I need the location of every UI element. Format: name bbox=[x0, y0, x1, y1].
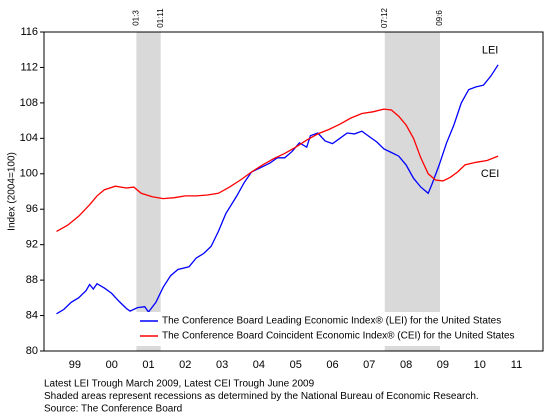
recession-band bbox=[384, 32, 440, 351]
y-tick-label: 100 bbox=[20, 168, 38, 180]
x-tick-label: 11 bbox=[511, 359, 522, 371]
recession-label: 01:11 bbox=[156, 8, 165, 28]
x-tick-label: 05 bbox=[290, 359, 302, 371]
x-tick-label: 04 bbox=[253, 359, 265, 371]
y-tick-label: 108 bbox=[20, 97, 38, 109]
y-tick-label: 92 bbox=[26, 239, 38, 251]
y-tick-label: 104 bbox=[20, 132, 38, 144]
legend-label: The Conference Board Leading Economic In… bbox=[162, 316, 501, 327]
x-tick-label: 99 bbox=[69, 359, 81, 371]
x-tick-label: 07 bbox=[363, 359, 375, 371]
recession-label: 09:6 bbox=[435, 10, 444, 26]
x-tick-label: 06 bbox=[326, 359, 338, 371]
y-tick-label: 112 bbox=[20, 61, 38, 73]
y-tick-label: 88 bbox=[26, 274, 38, 286]
series-annotation: CEI bbox=[481, 168, 499, 180]
y-tick-label: 96 bbox=[26, 203, 38, 215]
y-axis-label: Index (2004=100) bbox=[7, 152, 18, 231]
footnote: Shaded areas represent recessions as det… bbox=[44, 391, 479, 402]
y-tick-label: 116 bbox=[20, 26, 38, 38]
y-tick-label: 80 bbox=[26, 345, 38, 357]
x-tick-label: 10 bbox=[474, 359, 486, 371]
series-annotation: LEI bbox=[482, 45, 499, 57]
legend-box bbox=[136, 312, 540, 346]
y-tick-label: 84 bbox=[26, 309, 38, 321]
recession-label: 07:12 bbox=[380, 7, 389, 28]
footnote: Source: The Conference Board bbox=[44, 404, 182, 415]
series-line bbox=[56, 108, 499, 232]
x-tick-label: 00 bbox=[106, 359, 118, 371]
recession-label: 01:3 bbox=[131, 10, 140, 26]
x-tick-label: 08 bbox=[400, 359, 412, 371]
plot-frame bbox=[43, 31, 544, 352]
x-tick-label: 09 bbox=[437, 359, 449, 371]
legend-label: The Conference Board Coincident Economic… bbox=[162, 331, 515, 342]
x-tick-label: 03 bbox=[216, 359, 228, 371]
x-tick-label: 02 bbox=[179, 359, 191, 371]
footnote: Latest LEI Trough March 2009, Latest CEI… bbox=[44, 379, 315, 390]
series-line bbox=[56, 64, 499, 315]
recession-band bbox=[136, 32, 161, 351]
x-tick-label: 01 bbox=[142, 359, 154, 371]
